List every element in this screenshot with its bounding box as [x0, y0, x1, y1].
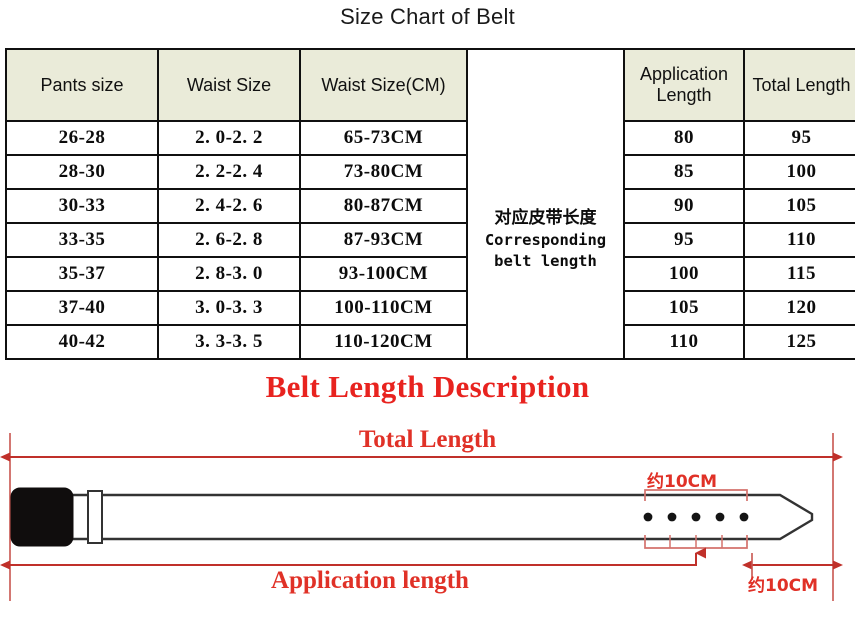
column-header-blank	[466, 48, 625, 121]
table-row: 33-35 2. 6-2. 8 87-93CM 95 110	[5, 222, 855, 258]
cell-waist-size: 2. 8-3. 0	[157, 256, 301, 292]
column-header-waist-size-cm: Waist Size(CM)	[299, 48, 468, 122]
belt-description-heading: Belt Length Description	[265, 369, 590, 404]
belt-diagram-svg	[0, 433, 843, 601]
cell-application-length: 100	[623, 256, 745, 292]
hole-span-label: 约10CM	[647, 472, 718, 492]
cell-pants-size: 26-28	[5, 120, 159, 156]
cell-waist-size-cm: 100-110CM	[299, 290, 468, 326]
size-chart-table: Pants size Waist Size Waist Size(CM) App…	[5, 48, 855, 360]
cell-application-length: 85	[623, 154, 745, 190]
cell-waist-size: 2. 2-2. 4	[157, 154, 301, 190]
application-length-dimension-line	[0, 547, 706, 570]
cell-waist-size-cm: 73-80CM	[299, 154, 468, 190]
application-length-label: Application length	[271, 567, 469, 594]
cell-application-length: 105	[623, 290, 745, 326]
belt-buckle	[10, 487, 74, 547]
belt-hole	[691, 512, 701, 522]
cell-waist-size-cm: 110-120CM	[299, 324, 468, 360]
column-header-pants-size: Pants size	[5, 48, 159, 122]
cell-waist-size: 3. 3-3. 5	[157, 324, 301, 360]
cell-corresponding-belt-length-note: 对应皮带长度 Corresponding belt length	[466, 121, 625, 360]
table-row: 30-33 2. 4-2. 6 80-87CM 90 105	[5, 188, 855, 224]
cell-total-length: 110	[743, 222, 855, 258]
belt-hole	[643, 512, 653, 522]
cell-waist-size: 2. 6-2. 8	[157, 222, 301, 258]
cell-waist-size-cm: 65-73CM	[299, 120, 468, 156]
belt-hole	[715, 512, 725, 522]
cell-pants-size: 37-40	[5, 290, 159, 326]
table-row: 26-28 2. 0-2. 2 65-73CM 对应皮带长度 Correspon…	[5, 120, 855, 360]
cell-pants-size: 30-33	[5, 188, 159, 224]
cell-waist-size-cm: 87-93CM	[299, 222, 468, 258]
cell-total-length: 120	[743, 290, 855, 326]
belt-keeper-loop	[87, 490, 103, 544]
cell-total-length: 100	[743, 154, 855, 190]
cell-waist-size: 2. 0-2. 2	[157, 120, 301, 156]
page-title: Size Chart of Belt	[340, 4, 515, 29]
belt-hole	[667, 512, 677, 522]
table-header-row: Pants size Waist Size Waist Size(CM) App…	[5, 48, 855, 122]
cell-pants-size: 35-37	[5, 256, 159, 292]
table-row: 40-42 3. 3-3. 5 110-120CM 110 125	[5, 324, 855, 360]
cell-pants-size: 40-42	[5, 324, 159, 360]
table-row: 28-30 2. 2-2. 4 73-80CM 85 100	[5, 154, 855, 190]
tip-span-label: 约10CM	[748, 576, 819, 596]
cell-total-length: 105	[743, 188, 855, 224]
cell-application-length: 95	[623, 222, 745, 258]
note-english-line2: belt length	[494, 251, 597, 270]
cell-waist-size-cm: 80-87CM	[299, 188, 468, 224]
cell-total-length: 125	[743, 324, 855, 360]
note-chinese: 对应皮带长度	[494, 208, 597, 229]
cell-waist-size: 3. 0-3. 3	[157, 290, 301, 326]
cell-application-length: 110	[623, 324, 745, 360]
cell-waist-size: 2. 4-2. 6	[157, 188, 301, 224]
table-row: 37-40 3. 0-3. 3 100-110CM 105 120	[5, 290, 855, 326]
belt-diagram: Total Length Application length 约10CM 约1…	[0, 425, 855, 616]
total-length-label: Total Length	[358, 426, 497, 453]
cell-pants-size: 33-35	[5, 222, 159, 258]
cell-total-length: 95	[743, 120, 855, 156]
cell-total-length: 115	[743, 256, 855, 292]
table-row: 35-37 2. 8-3. 0 93-100CM 100 115	[5, 256, 855, 292]
note-english-line1: Corresponding	[484, 231, 607, 250]
column-header-waist-size: Waist Size	[157, 48, 301, 122]
belt-hole	[739, 512, 749, 522]
cell-waist-size-cm: 93-100CM	[299, 256, 468, 292]
cell-pants-size: 28-30	[5, 154, 159, 190]
cell-application-length: 90	[623, 188, 745, 224]
cell-application-length: 80	[623, 120, 745, 156]
column-header-application-length: Application Length	[623, 48, 745, 122]
hole-span-bracket-top	[644, 489, 748, 501]
column-header-total-length: Total Length	[743, 48, 855, 122]
